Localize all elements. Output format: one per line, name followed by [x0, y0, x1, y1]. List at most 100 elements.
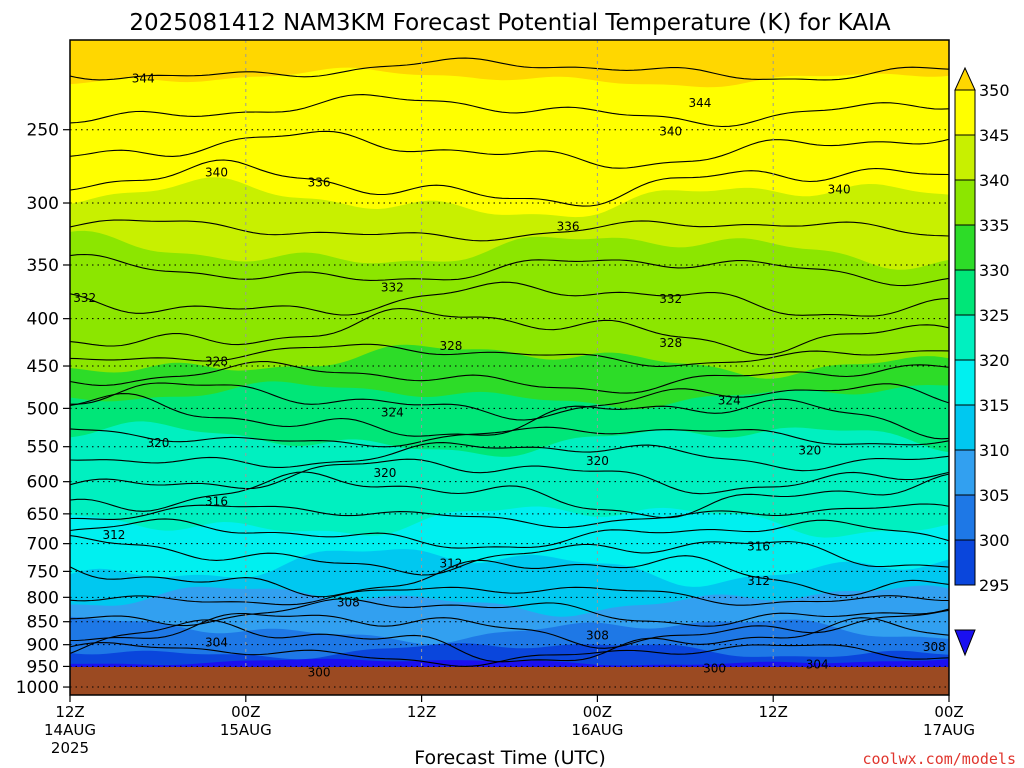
x-tick-label: 15AUG: [220, 721, 272, 739]
contour-label: 308: [337, 595, 360, 609]
contour-label: 300: [308, 666, 331, 680]
colorbar-label: 335: [979, 216, 1010, 235]
contour-label: 316: [205, 494, 228, 508]
temperature-band: [70, 67, 949, 220]
contour-line: [70, 426, 949, 448]
x-tick-label: 00Z: [231, 703, 260, 721]
contour-label: 340: [828, 182, 851, 196]
temperature-band: [70, 421, 949, 540]
contour-label: 336: [308, 175, 331, 189]
contour-label: 328: [439, 339, 462, 353]
colorbar-swatch: [954, 134, 976, 181]
colorbar-label: 350: [979, 81, 1010, 100]
y-tick-label: 850: [27, 613, 59, 633]
y-tick-label: 300: [27, 194, 59, 214]
contour-line: [70, 586, 949, 606]
x-tick-label: 14AUG: [44, 721, 96, 739]
contour-line: [70, 130, 949, 169]
contour-label: 308: [586, 629, 609, 643]
contour-label: 320: [586, 454, 609, 468]
colorbar-label: 315: [979, 396, 1010, 415]
y-tick-label: 1000: [16, 678, 59, 698]
contour-label: 316: [747, 540, 770, 554]
contour-label: 312: [747, 574, 770, 588]
y-tick-label: 700: [27, 535, 59, 555]
colorbar-swatch: [954, 359, 976, 406]
colorbar-swatch: [954, 539, 976, 586]
y-tick-label: 800: [27, 588, 59, 608]
colorbar-swatch: [954, 269, 976, 316]
contour-label: 332: [73, 291, 96, 305]
y-tick-label: 500: [27, 399, 59, 419]
y-tick-label: 250: [27, 121, 59, 141]
y-tick-label: 900: [27, 636, 59, 656]
colorbar: 350 345 340 335 330 325 320 315 310 305 300 295: [954, 66, 1010, 657]
contour-label: 332: [659, 292, 682, 306]
x-tick-label: 17AUG: [923, 721, 975, 739]
contour-label: 320: [374, 466, 397, 480]
contour-label: 320: [798, 443, 821, 457]
x-tick-label: 12Z: [407, 703, 436, 721]
colorbar-label: 310: [979, 441, 1010, 460]
temperature-bands: [70, 40, 949, 667]
contour-label: 324: [381, 405, 404, 419]
contour-line: [70, 281, 949, 317]
credit-text: coolwx.com/models: [862, 750, 1016, 768]
y-tick-label: 600: [27, 473, 59, 493]
colorbar-label: 325: [979, 306, 1010, 325]
contour-labels: 344 344 340 340 340 336 336 332 332 332 328 328 328 3…: [73, 71, 946, 680]
contour-line: [70, 442, 949, 472]
contour-line: [70, 555, 949, 598]
contour-label: 332: [381, 280, 404, 294]
contour-label: 328: [659, 336, 682, 350]
temperature-band: [70, 177, 949, 272]
chart-title: 2025081412 NAM3KM Forecast Potential Tem…: [129, 10, 890, 36]
x-tick-label: 00Z: [934, 703, 963, 721]
ground-surface: [70, 667, 949, 695]
temperature-band: [70, 658, 949, 667]
contour-label: 308: [923, 640, 946, 654]
colorbar-label: 295: [979, 576, 1010, 595]
y-tick-label: 650: [27, 505, 59, 525]
contour-line: [70, 471, 949, 519]
colorbar-label: 330: [979, 261, 1010, 280]
contour-line: [70, 94, 949, 128]
x-tick-label: 12Z: [759, 703, 788, 721]
contour-line: [70, 343, 949, 367]
contour-label: 312: [439, 556, 462, 570]
contour-label: 300: [703, 662, 726, 676]
x-axis-title: Forecast Time (UTC): [414, 747, 605, 768]
colorbar-swatch: [954, 89, 976, 136]
colorbar-label: 300: [979, 531, 1010, 550]
contour-label: 344: [688, 96, 711, 110]
x-tick-label: 00Z: [583, 703, 612, 721]
colorbar-label: 340: [979, 171, 1010, 190]
contour-line: [70, 253, 949, 287]
colorbar-swatch: [954, 494, 976, 541]
contour-lines: [70, 57, 949, 667]
temperature-band: [70, 549, 949, 619]
plot-frame: [69, 39, 950, 696]
colorbar-label: 305: [979, 486, 1010, 505]
x-tick-label: 12Z: [55, 703, 84, 721]
x-tick-label: 16AUG: [571, 721, 623, 739]
colorbar-swatch: [954, 224, 976, 271]
contour-label: 336: [557, 219, 580, 233]
colorbar-label: 320: [979, 351, 1010, 370]
pressure-axis: 250 300 350 400 450 500 550 600 650 700 750 800 850 9…: [16, 121, 70, 698]
contour-label: 340: [205, 165, 228, 179]
contour-line: [70, 503, 949, 529]
colorbar-top-arrow: [954, 66, 976, 91]
y-tick-label: 350: [27, 256, 59, 276]
contour-line: [70, 518, 949, 549]
colorbar-label: 345: [979, 126, 1010, 145]
colorbar-swatch: [954, 179, 976, 226]
colorbar-swatch: [954, 314, 976, 361]
contour-line: [70, 159, 949, 207]
contour-label: 304: [205, 635, 228, 649]
temperature-band: [70, 616, 949, 662]
contour-label: 304: [806, 657, 829, 671]
contour-label: 340: [659, 124, 682, 138]
